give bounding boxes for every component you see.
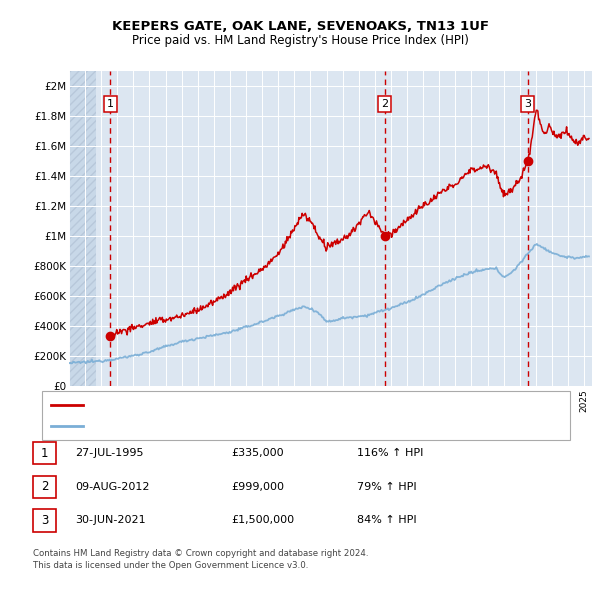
Text: This data is licensed under the Open Government Licence v3.0.: This data is licensed under the Open Gov… xyxy=(33,560,308,570)
Text: 1: 1 xyxy=(107,99,114,109)
Text: 09-AUG-2012: 09-AUG-2012 xyxy=(75,482,149,491)
Text: 2: 2 xyxy=(41,480,48,493)
Text: KEEPERS GATE, OAK LANE, SEVENOAKS, TN13 1UF: KEEPERS GATE, OAK LANE, SEVENOAKS, TN13 … xyxy=(112,20,488,33)
Text: £1,500,000: £1,500,000 xyxy=(231,516,294,525)
Text: 84% ↑ HPI: 84% ↑ HPI xyxy=(357,516,416,525)
Text: 1: 1 xyxy=(41,447,48,460)
Text: HPI: Average price, detached house, Sevenoaks: HPI: Average price, detached house, Seve… xyxy=(89,421,338,431)
Text: £999,000: £999,000 xyxy=(231,482,284,491)
Text: 3: 3 xyxy=(41,514,48,527)
Text: 3: 3 xyxy=(524,99,531,109)
Text: Price paid vs. HM Land Registry's House Price Index (HPI): Price paid vs. HM Land Registry's House … xyxy=(131,34,469,47)
Text: 30-JUN-2021: 30-JUN-2021 xyxy=(75,516,146,525)
Text: 27-JUL-1995: 27-JUL-1995 xyxy=(75,448,143,458)
Polygon shape xyxy=(69,71,97,386)
Text: £335,000: £335,000 xyxy=(231,448,284,458)
Text: Contains HM Land Registry data © Crown copyright and database right 2024.: Contains HM Land Registry data © Crown c… xyxy=(33,549,368,558)
Text: 116% ↑ HPI: 116% ↑ HPI xyxy=(357,448,424,458)
Text: KEEPERS GATE, OAK LANE, SEVENOAKS, TN13 1UF (detached house): KEEPERS GATE, OAK LANE, SEVENOAKS, TN13 … xyxy=(89,399,446,409)
Text: 79% ↑ HPI: 79% ↑ HPI xyxy=(357,482,416,491)
Text: 2: 2 xyxy=(381,99,388,109)
